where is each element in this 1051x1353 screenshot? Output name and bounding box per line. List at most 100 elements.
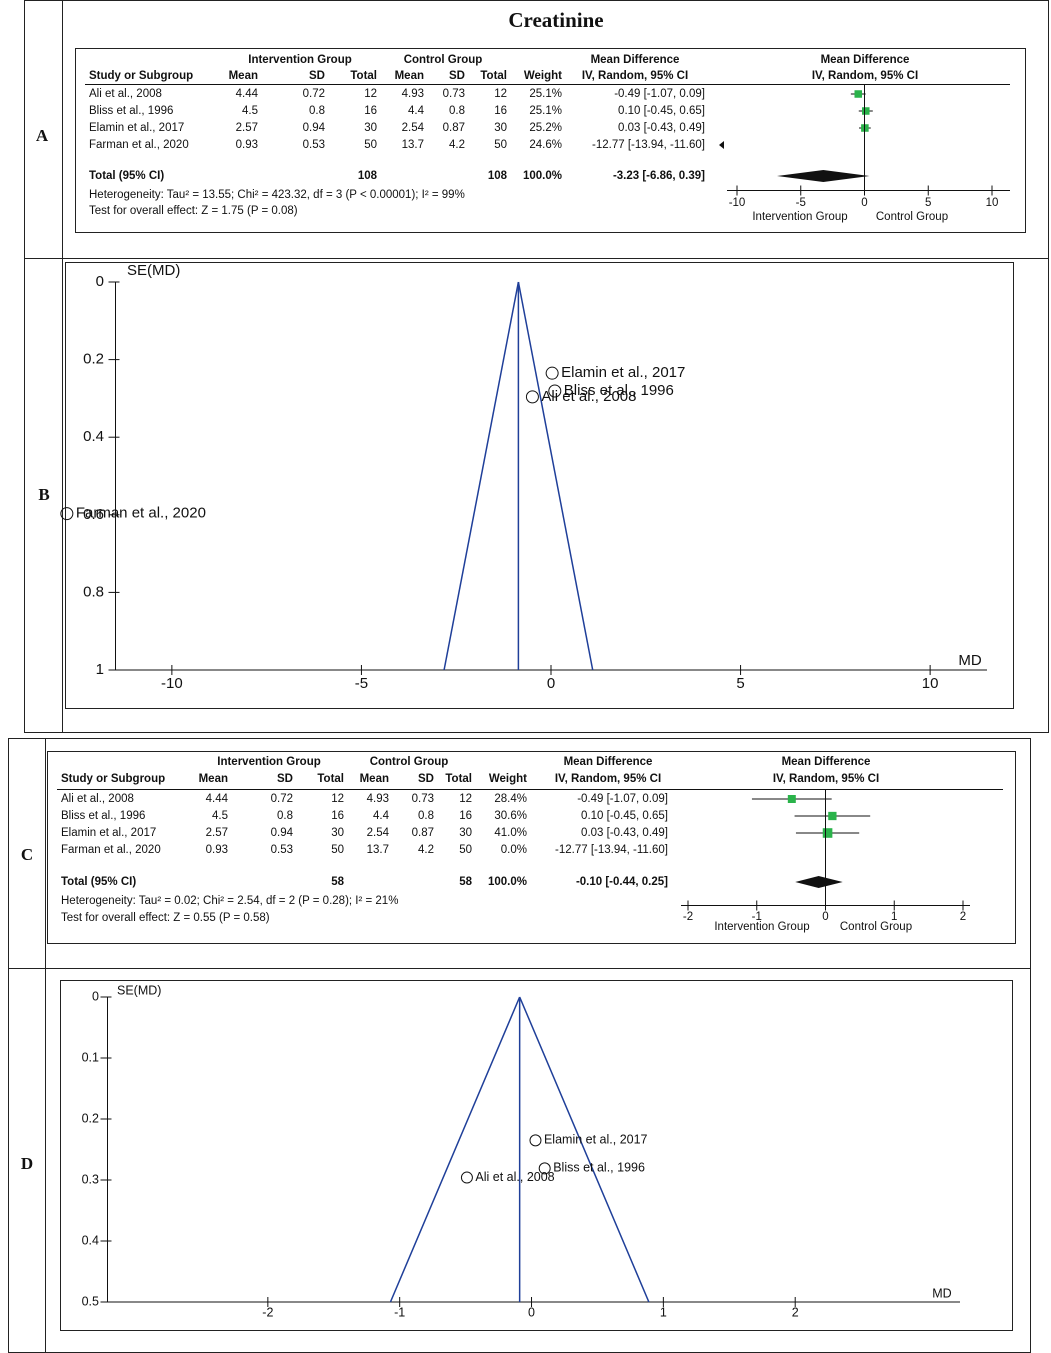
x-tick-label: 10 bbox=[922, 675, 939, 692]
table-cell: 4.93 bbox=[402, 88, 424, 100]
point-label: Bliss et al., 1996 bbox=[553, 1161, 645, 1175]
study-name: Farman et al., 2020 bbox=[61, 844, 161, 856]
x-axis-label: MD bbox=[958, 652, 981, 669]
y-tick-label: 0.8 bbox=[83, 583, 104, 600]
column-header: Mean bbox=[395, 70, 424, 82]
column-header: Total bbox=[480, 70, 507, 82]
off-scale-arrow bbox=[719, 141, 724, 149]
y-tick-label: 1 bbox=[96, 661, 104, 678]
table-cell: 24.6% bbox=[529, 139, 562, 151]
x-tick-label: -10 bbox=[729, 197, 746, 209]
total-label: Total (95% CI) bbox=[61, 876, 136, 888]
y-tick-label: 0.1 bbox=[82, 1050, 99, 1064]
group-header: Mean Difference bbox=[564, 756, 653, 768]
heterogeneity: Heterogeneity: Tau² = 0.02; Chi² = 2.54,… bbox=[61, 895, 398, 907]
x-axis-label: MD bbox=[932, 1286, 951, 1300]
point-label: Ali et al., 2008 bbox=[475, 1170, 554, 1184]
overall-effect: Test for overall effect: Z = 1.75 (P = 0… bbox=[89, 205, 298, 217]
study-name: Bliss et al., 1996 bbox=[61, 810, 145, 822]
effect-square bbox=[862, 107, 870, 115]
table-cell: 16 bbox=[331, 810, 344, 822]
funnel-left bbox=[443, 281, 520, 671]
table-cell: 4.5 bbox=[212, 810, 228, 822]
table-cell: 12 bbox=[459, 793, 472, 805]
y-tick-label: 0 bbox=[96, 273, 104, 290]
point-label: Bliss et al., 1996 bbox=[564, 382, 674, 399]
table-cell: 4.5 bbox=[242, 105, 258, 117]
x-tick-label: 1 bbox=[891, 911, 897, 923]
table-cell: 4.4 bbox=[408, 105, 425, 117]
ci-label: 0.03 [-0.43, 0.49] bbox=[618, 122, 705, 134]
panel-letter: A bbox=[36, 126, 49, 145]
table-cell: 0.87 bbox=[412, 827, 434, 839]
column-header: SD bbox=[418, 773, 434, 785]
forest-plot bbox=[850, 90, 873, 132]
column-header: SD bbox=[277, 773, 293, 785]
table-cell: 16 bbox=[364, 105, 377, 117]
study-name: Farman et al., 2020 bbox=[89, 139, 189, 151]
study-point bbox=[60, 507, 74, 521]
table-cell: 0.8 bbox=[449, 105, 465, 117]
ci-label: 0.10 [-0.45, 0.65] bbox=[581, 810, 668, 822]
panel-frame bbox=[65, 262, 1014, 709]
x-tick-label: 1 bbox=[660, 1305, 667, 1319]
table-cell: 50 bbox=[331, 844, 344, 856]
column-header: SD bbox=[449, 70, 465, 82]
effect-square bbox=[822, 828, 833, 838]
table-cell: 0.87 bbox=[443, 122, 465, 134]
panel-frame bbox=[75, 48, 1026, 233]
point-label: Farman et al., 2020 bbox=[76, 505, 206, 522]
column-header: Total bbox=[350, 70, 377, 82]
group-header: Intervention Group bbox=[248, 54, 352, 66]
column-header: IV, Random, 95% CI bbox=[555, 773, 661, 785]
heterogeneity: Heterogeneity: Tau² = 13.55; Chi² = 423.… bbox=[89, 189, 465, 201]
table-cell: 30.6% bbox=[494, 810, 527, 822]
table-cell: 0.8 bbox=[277, 810, 293, 822]
x-tick-label: 0 bbox=[861, 197, 867, 209]
table-cell: 13.7 bbox=[367, 844, 389, 856]
table-cell: 12 bbox=[364, 88, 377, 100]
table-cell: 4.44 bbox=[206, 793, 229, 805]
table-cell: 28.4% bbox=[494, 793, 527, 805]
table-cell: 0.73 bbox=[443, 88, 465, 100]
total-diamond bbox=[795, 876, 843, 888]
study-name: Ali et al., 2008 bbox=[61, 793, 134, 805]
table-cell: 4.2 bbox=[418, 844, 434, 856]
table-cell: 4.2 bbox=[449, 139, 465, 151]
group-header: Intervention Group bbox=[217, 756, 321, 768]
total-diamond bbox=[777, 170, 870, 182]
x-tick-label: 5 bbox=[736, 675, 744, 692]
total-cell: 100.0% bbox=[523, 170, 562, 182]
table-cell: 0.93 bbox=[236, 139, 258, 151]
study-name: Elamin et al., 2017 bbox=[89, 122, 184, 134]
x-tick-label: 10 bbox=[986, 197, 999, 209]
panel-letter: B bbox=[38, 485, 49, 504]
y-tick-label: 0.4 bbox=[83, 428, 104, 445]
study-point bbox=[538, 1162, 551, 1175]
x-axis-label: Intervention Group bbox=[714, 921, 809, 933]
table-cell: 4.4 bbox=[373, 810, 390, 822]
column-header: Mean bbox=[199, 773, 228, 785]
table-cell: 16 bbox=[459, 810, 472, 822]
table-frame bbox=[24, 0, 1049, 733]
x-tick-label: 0 bbox=[547, 675, 555, 692]
table-cell: 2.57 bbox=[236, 122, 258, 134]
y-tick-label: 0.3 bbox=[82, 1172, 99, 1186]
x-tick-label: -5 bbox=[796, 197, 806, 209]
group-header: Mean Difference bbox=[821, 54, 910, 66]
total-cell: 108 bbox=[488, 170, 508, 182]
table-cell: 0.93 bbox=[206, 844, 228, 856]
table-cell: 4.93 bbox=[367, 793, 389, 805]
column-header: Mean bbox=[360, 773, 389, 785]
total-cell: 58 bbox=[331, 876, 344, 888]
study-point bbox=[529, 1134, 542, 1147]
study-point bbox=[525, 390, 539, 404]
column-header: Weight bbox=[489, 773, 527, 785]
table-cell: 50 bbox=[494, 139, 507, 151]
x-tick-label: 2 bbox=[792, 1305, 799, 1319]
panel-title: Creatinine bbox=[508, 8, 603, 32]
study-point bbox=[460, 1171, 473, 1184]
table-cell: 0.94 bbox=[303, 122, 326, 134]
column-header: Weight bbox=[524, 70, 562, 82]
panel-frame bbox=[60, 980, 1013, 1331]
